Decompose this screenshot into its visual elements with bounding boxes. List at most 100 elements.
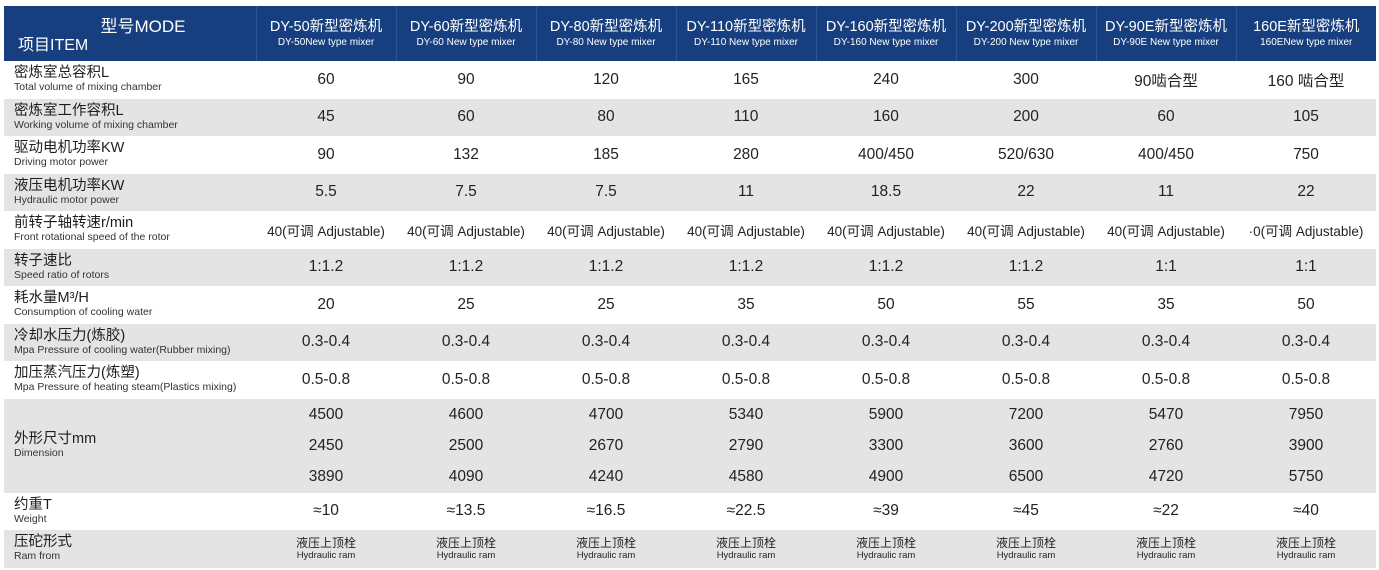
dimension-value: 2500 [448,437,484,454]
ram-value-cn: 液压上顶栓 [855,535,916,550]
value-cell: 0.5-0.8 [676,361,816,399]
value-cell: 400/450 [1096,136,1236,174]
ram-cell: 液压上顶栓 Hydraulic ram [816,530,956,568]
dimension-value: 2450 [308,437,344,454]
row-label: 外形尺寸mm Dimension [4,398,256,493]
ram-value-en: Hydraulic ram [716,549,776,561]
row-label-en: Consumption of cooling water [14,306,153,319]
dimension-value: 6500 [1008,468,1044,485]
value-cell: 0.3-0.4 [956,323,1096,361]
value-cell: 300 [956,61,1096,99]
dimension-value: 4600 [448,406,484,423]
value-cell: 160 啮合型 [1236,61,1376,99]
ram-value-cn: 液压上顶栓 [575,535,636,550]
value-cell: 11 [676,173,816,211]
row-label: 驱动电机功率KW Driving motor power [4,136,256,174]
dimension-value: 2760 [1148,437,1184,454]
value-cell: 110 [676,98,816,136]
value-cell: 55 [956,286,1096,324]
dimension-cell: 4700 2670 4240 [536,398,676,493]
dimension-value: 3890 [308,468,344,485]
ram-cell: 液压上顶栓 Hydraulic ram [256,530,396,568]
dimension-value: 4580 [728,468,764,485]
table-row: 压砣形式 Ram from 液压上顶栓 Hydraulic ram 液压上顶栓 Hydra… [4,530,1376,568]
row-label-cn: 液压电机功率KW [14,177,125,194]
value-cell: 11 [1096,173,1236,211]
value-cell: 0.5-0.8 [256,361,396,399]
ram-value-en: Hydraulic ram [296,549,356,561]
value-cell: 40(可调 Adjustable) [536,211,676,249]
row-label-cn: 外形尺寸mm [14,431,97,447]
row-label-en: Mpa Pressure of cooling water(Rubber mix… [14,343,231,356]
weight-cell: ≈45 [956,492,1096,530]
value-cell: 400/450 [816,136,956,174]
row-label-cn: 前转子轴转速r/min [14,215,134,232]
dimension-value: 5470 [1148,406,1184,423]
model-name-en: DY-110 New type mixer [694,36,798,48]
dimension-cell: 4600 2500 4090 [396,398,536,493]
value-cell: 1:1.2 [816,248,956,286]
table-row: 液压电机功率KW Hydraulic motor power 5.5 7.5 7.5 11… [4,173,1376,211]
value-cell: 0.3-0.4 [1096,323,1236,361]
row-label-cn: 耗水量M³/H [14,290,89,307]
weight-cell: ≈22 [1096,492,1236,530]
value-cell: 50 [1236,286,1376,324]
ram-cell: 液压上顶栓 Hydraulic ram [536,530,676,568]
value-cell: 40(可调 Adjustable) [1096,211,1236,249]
value-cell: 0.5-0.8 [816,361,956,399]
ram-cell: 液压上顶栓 Hydraulic ram [396,530,536,568]
value-cell: 5.5 [256,173,396,211]
model-header-cell: DY-200新型密炼机 DY-200 New type mixer [956,6,1097,61]
value-cell: 0.3-0.4 [256,323,396,361]
row-label-en: Driving motor power [14,156,108,169]
row-label: 密炼室工作容积L Working volume of mixing chamber [4,98,256,136]
model-name-en: DY-80 New type mixer [556,36,656,48]
dimension-value: 5340 [728,406,764,423]
value-cell: 1:1.2 [956,248,1096,286]
dimension-value: 4090 [448,468,484,485]
model-name-en: DY-50New type mixer [277,36,375,48]
value-cell: 165 [676,61,816,99]
row-label: 密炼室总容积L Total volume of mixing chamber [4,61,256,99]
row-label-cn: 密炼室工作容积L [14,102,124,119]
ram-value-en: Hydraulic ram [576,549,636,561]
weight-cell: ≈13.5 [396,492,536,530]
ram-value-en: Hydraulic ram [1276,549,1336,561]
corner-cell: 型号MODE 项目ITEM [4,6,257,61]
row-label: 耗水量M³/H Consumption of cooling water [4,286,256,324]
dimension-cell: 7200 3600 6500 [956,398,1096,493]
value-cell: 22 [1236,173,1376,211]
model-name-cn: 160E新型密炼机 [1253,18,1360,35]
value-cell: 1:1 [1096,248,1236,286]
value-cell: 7.5 [396,173,536,211]
ram-value-en: Hydraulic ram [856,549,916,561]
value-cell: ·0(可调 Adjustable) [1236,211,1376,249]
value-cell: 60 [1096,98,1236,136]
dimension-value: 3300 [868,437,904,454]
value-cell: 90 [256,136,396,174]
spec-table: 型号MODE 项目ITEM DY-50新型密炼机 DY-50New type mi… [4,6,1376,568]
dimension-cell: 5470 2760 4720 [1096,398,1236,493]
value-cell: 35 [1096,286,1236,324]
table-row: 加压蒸汽压力(炼塑) Mpa Pressure of heating steam(… [4,361,1376,399]
row-label: 约重T Weight [4,492,256,530]
value-cell: 40(可调 Adjustable) [676,211,816,249]
dimension-value: 4900 [868,468,904,485]
value-cell: 60 [256,61,396,99]
value-cell: 0.5-0.8 [1096,361,1236,399]
ram-value-cn: 液压上顶栓 [435,535,496,550]
value-cell: 60 [396,98,536,136]
model-header-cell: 160E新型密炼机 160ENew type mixer [1236,6,1376,61]
value-cell: 132 [396,136,536,174]
value-cell: 120 [536,61,676,99]
dimension-value: 4700 [588,406,624,423]
dimension-cell: 7950 3900 5750 [1236,398,1376,493]
ram-value-cn: 液压上顶栓 [715,535,776,550]
mode-label: 型号MODE [100,17,186,36]
ram-cell: 液压上顶栓 Hydraulic ram [1096,530,1236,568]
value-cell: 50 [816,286,956,324]
value-cell: 0.5-0.8 [536,361,676,399]
table-row: 密炼室工作容积L Working volume of mixing chamber… [4,98,1376,136]
dimension-value: 3600 [1008,437,1044,454]
model-name-cn: DY-50新型密炼机 [269,18,383,35]
